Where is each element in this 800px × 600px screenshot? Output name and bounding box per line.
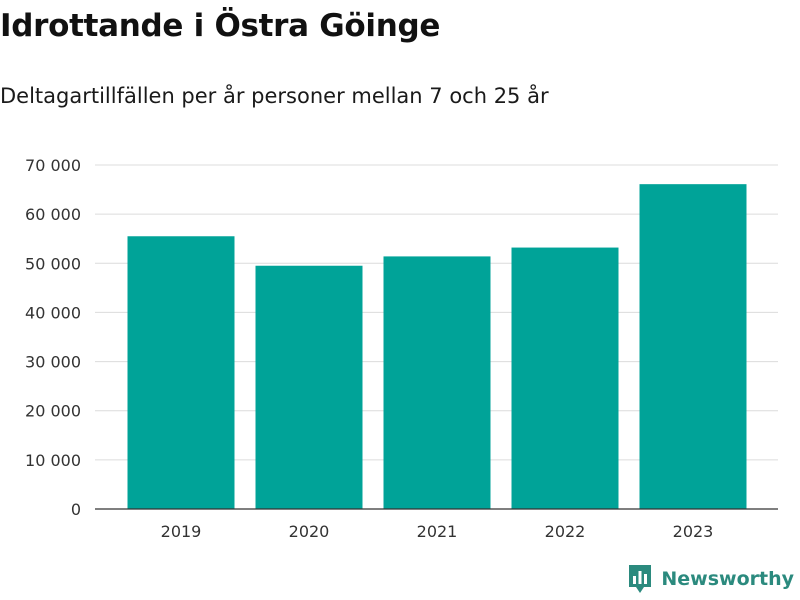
bar-2021 (383, 256, 491, 509)
y-tick-label: 60 000 (25, 205, 81, 224)
y-tick-label: 30 000 (25, 353, 81, 372)
x-tick-label: 2020 (289, 522, 330, 541)
newsworthy-logo-icon (629, 565, 652, 593)
y-tick-label: 20 000 (25, 402, 81, 421)
bars (127, 184, 747, 509)
chart-subtitle: Deltagartillfällen per år personer mella… (0, 84, 549, 108)
x-axis-tick-labels: 2019 2020 2021 2022 2023 (161, 522, 714, 541)
y-tick-label: 40 000 (25, 303, 81, 322)
y-tick-label: 10 000 (25, 451, 81, 470)
y-tick-label: 50 000 (25, 254, 81, 273)
y-axis-tick-labels: 0 10 000 20 000 30 000 40 000 50 000 60 000 70 … (25, 156, 81, 519)
y-tick-label: 0 (71, 500, 81, 519)
bar-2020 (255, 265, 363, 509)
x-tick-label: 2021 (417, 522, 458, 541)
chart-title: Idrottande i Östra Göinge (0, 8, 441, 44)
x-tick-label: 2019 (161, 522, 202, 541)
y-tick-label: 70 000 (25, 156, 81, 175)
bar-2023 (639, 184, 747, 509)
newsworthy-brand: Newsworthy (627, 562, 794, 596)
bar-2022 (511, 247, 619, 509)
x-tick-label: 2023 (673, 522, 714, 541)
bar-2019 (127, 236, 235, 509)
brand-name: Newsworthy (661, 568, 794, 590)
x-tick-label: 2022 (545, 522, 586, 541)
